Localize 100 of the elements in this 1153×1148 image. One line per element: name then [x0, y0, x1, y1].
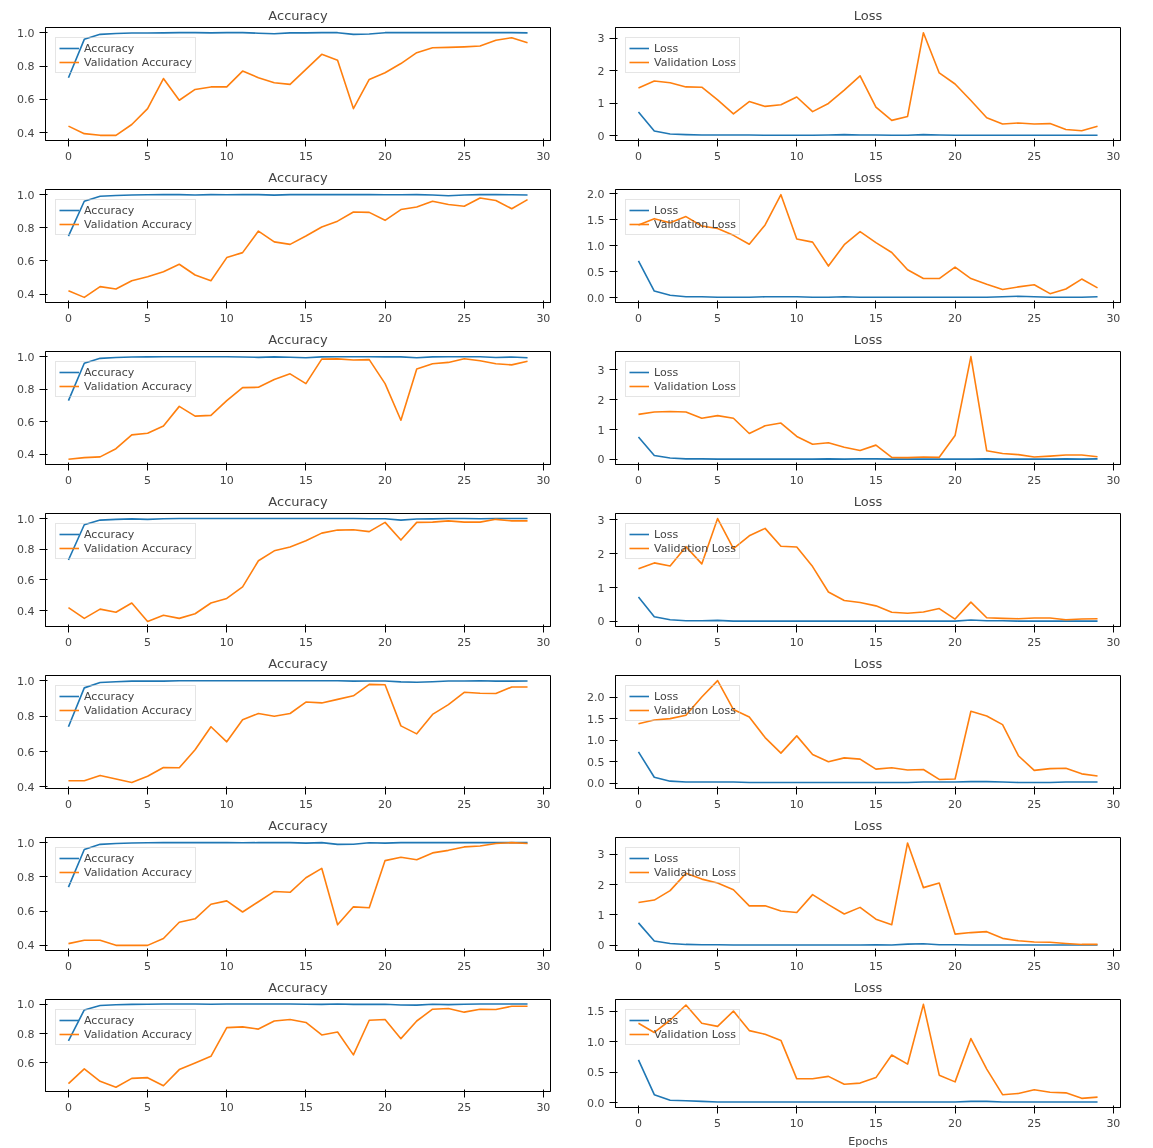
x-tick-label: 30 [1106, 473, 1121, 487]
legend-label: Validation Loss [654, 379, 736, 393]
chart-title: Loss [853, 655, 883, 671]
x-tick-label: 0 [634, 473, 642, 487]
chart-title: Accuracy [268, 169, 328, 185]
x-tick-label: 10 [789, 473, 804, 487]
x-tick-label: 0 [64, 635, 72, 649]
y-tick-label: 1.0 [17, 350, 35, 364]
x-tick-label: 25 [1027, 311, 1042, 325]
chart-title: Accuracy [268, 655, 328, 671]
y-tick-label: 2.0 [587, 691, 605, 705]
x-tick-label: 30 [536, 797, 551, 811]
x-tick-label: 10 [789, 149, 804, 163]
x-tick-label: 5 [144, 311, 152, 325]
y-tick-label: 3 [597, 848, 605, 862]
x-tick-label: 5 [714, 1116, 722, 1130]
x-tick-label: 15 [298, 149, 313, 163]
legend-label: Loss [654, 41, 679, 55]
legend-label: Loss [654, 203, 679, 217]
y-tick-label: 0.4 [17, 288, 35, 302]
x-tick-label: 10 [219, 1100, 234, 1114]
x-tick-label: 20 [378, 959, 393, 973]
x-tick-label: 20 [378, 1100, 393, 1114]
x-tick-label: 15 [868, 311, 883, 325]
x-tick-label: 15 [868, 959, 883, 973]
y-tick-label: 1.0 [587, 1035, 605, 1049]
y-tick-label: 0.8 [17, 60, 35, 74]
x-tick-label: 0 [64, 959, 72, 973]
legend-label: Loss [654, 527, 679, 541]
x-tick-label: 30 [536, 311, 551, 325]
x-tick-label: 25 [457, 635, 472, 649]
y-tick-label: 1 [597, 908, 605, 922]
x-tick-label: 10 [219, 149, 234, 163]
y-tick-label: 1.0 [17, 188, 35, 202]
chart-title: Accuracy [268, 817, 328, 833]
y-tick-label: 0.0 [587, 777, 605, 791]
x-tick-label: 15 [298, 797, 313, 811]
y-tick-label: 0 [597, 129, 605, 143]
y-tick-label: 0.5 [587, 265, 605, 279]
chart-title: Accuracy [268, 979, 328, 995]
x-tick-label: 10 [789, 311, 804, 325]
y-tick-label: 0.4 [17, 780, 35, 794]
chart-title: Accuracy [268, 7, 328, 23]
x-tick-label: 0 [64, 149, 72, 163]
x-tick-label: 10 [789, 959, 804, 973]
x-tick-label: 30 [536, 1100, 551, 1114]
x-tick-label: 30 [1106, 635, 1121, 649]
x-tick-label: 0 [634, 635, 642, 649]
x-tick-label: 20 [378, 473, 393, 487]
x-tick-label: 10 [219, 635, 234, 649]
legend-label: Accuracy [84, 41, 135, 55]
x-tick-label: 20 [948, 149, 963, 163]
x-tick-label: 10 [219, 311, 234, 325]
legend-label: Validation Loss [654, 865, 736, 879]
x-tick-label: 20 [948, 1116, 963, 1130]
y-tick-label: 1 [597, 423, 605, 437]
y-tick-label: 2.0 [587, 187, 605, 201]
x-tick-label: 5 [714, 959, 722, 973]
x-tick-label: 0 [64, 311, 72, 325]
legend-label: Validation Accuracy [84, 1027, 193, 1041]
y-tick-label: 1.0 [17, 26, 35, 40]
x-tick-label: 25 [457, 149, 472, 163]
x-tick-label: 0 [634, 311, 642, 325]
x-axis-title: Epochs [848, 1134, 888, 1148]
x-tick-label: 10 [219, 473, 234, 487]
y-tick-label: 1.0 [17, 998, 35, 1012]
x-tick-label: 10 [789, 797, 804, 811]
y-tick-label: 0.6 [17, 1056, 35, 1070]
x-tick-label: 20 [948, 635, 963, 649]
x-tick-label: 10 [789, 1116, 804, 1130]
y-tick-label: 1.0 [17, 674, 35, 688]
x-tick-label: 0 [64, 797, 72, 811]
y-tick-label: 0.6 [17, 254, 35, 268]
y-tick-label: 3 [597, 32, 605, 46]
chart-title: Loss [853, 331, 883, 347]
x-tick-label: 15 [868, 797, 883, 811]
y-tick-label: 0.8 [17, 1027, 35, 1041]
y-tick-label: 1.5 [587, 1005, 605, 1019]
legend-label: Loss [654, 851, 679, 865]
legend-label: Validation Accuracy [84, 541, 193, 555]
x-tick-label: 30 [1106, 959, 1121, 973]
x-tick-label: 25 [457, 473, 472, 487]
legend-label: Loss [654, 689, 679, 703]
y-tick-label: 0.0 [587, 1096, 605, 1110]
x-tick-label: 10 [789, 635, 804, 649]
x-tick-label: 20 [378, 311, 393, 325]
y-tick-label: 2 [597, 64, 605, 78]
legend-label: Validation Accuracy [84, 217, 193, 231]
y-tick-label: 0.4 [17, 126, 35, 140]
y-tick-label: 0.8 [17, 870, 35, 884]
y-tick-label: 3 [597, 363, 605, 377]
y-tick-label: 0.6 [17, 905, 35, 919]
x-tick-label: 30 [1106, 311, 1121, 325]
x-tick-label: 5 [144, 149, 152, 163]
chart-title: Loss [853, 979, 883, 995]
y-tick-label: 1 [597, 97, 605, 111]
y-tick-label: 1.5 [587, 213, 605, 227]
y-tick-label: 0.0 [587, 291, 605, 305]
x-tick-label: 30 [536, 473, 551, 487]
x-tick-label: 15 [868, 635, 883, 649]
